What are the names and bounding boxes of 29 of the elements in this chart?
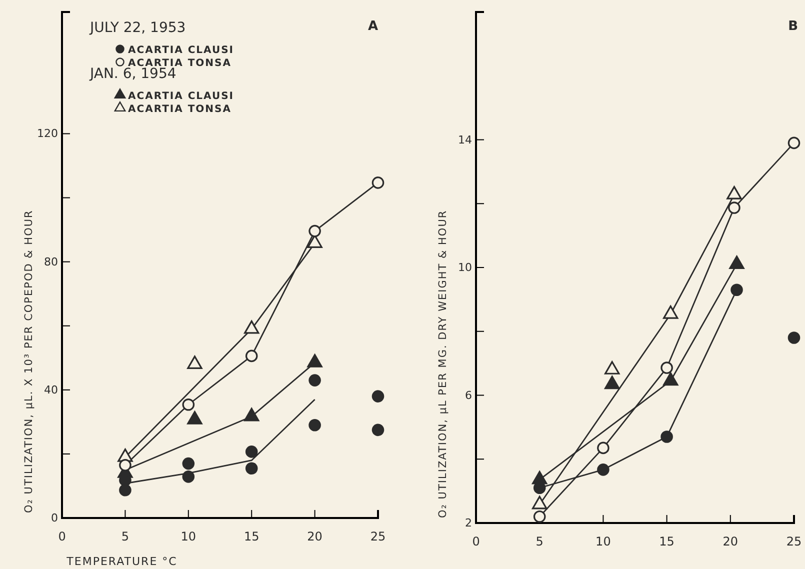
legend-label: ACARTIA TONSA [128, 104, 232, 115]
y-tick-label: 14 [458, 133, 472, 146]
annotation: JULY 22, 1953 [89, 20, 186, 36]
text: B [788, 19, 798, 34]
x-tick-label: 10 [180, 530, 196, 544]
y-tick-label: 40 [44, 383, 58, 396]
y-tick-label: 80 [44, 255, 58, 268]
y-tick-label: 0 [51, 512, 58, 525]
x-tick-label: 10 [596, 534, 611, 549]
annotation: JAN. 6, 1954 [89, 66, 176, 82]
y-tick-label: 120 [37, 127, 58, 140]
legend-label: ACARTIA TONSA [128, 58, 232, 69]
x-tick-label: 5 [536, 534, 544, 549]
y-tick-label: 10 [458, 261, 472, 274]
y-axis-title: O₂ UTILIZATION, μL. X 10³ PER COPEPOD & HOUR [23, 210, 35, 513]
legend-label: ACARTIA CLAUSI [128, 45, 234, 56]
x-tick-label: 15 [244, 530, 260, 544]
x-tick-label: 20 [722, 534, 738, 549]
x-tick-label: 15 [659, 534, 674, 549]
text: A [368, 19, 378, 34]
y-axis-title: O₂ UTILIZATION, μL PER MG. DRY WEIGHT & HOUR [437, 210, 449, 518]
x-tick-label: 25 [370, 530, 386, 544]
x-tick-label: 5 [121, 530, 130, 544]
y-tick-label: 6 [465, 388, 472, 402]
x-tick-label: 25 [786, 534, 802, 549]
x-axis-title: TEMPERATURE °C [66, 555, 178, 568]
y-tick-label: 2 [465, 516, 472, 530]
legend-label: ACARTIA CLAUSI [128, 91, 234, 102]
x-tick-label: 20 [307, 530, 322, 544]
